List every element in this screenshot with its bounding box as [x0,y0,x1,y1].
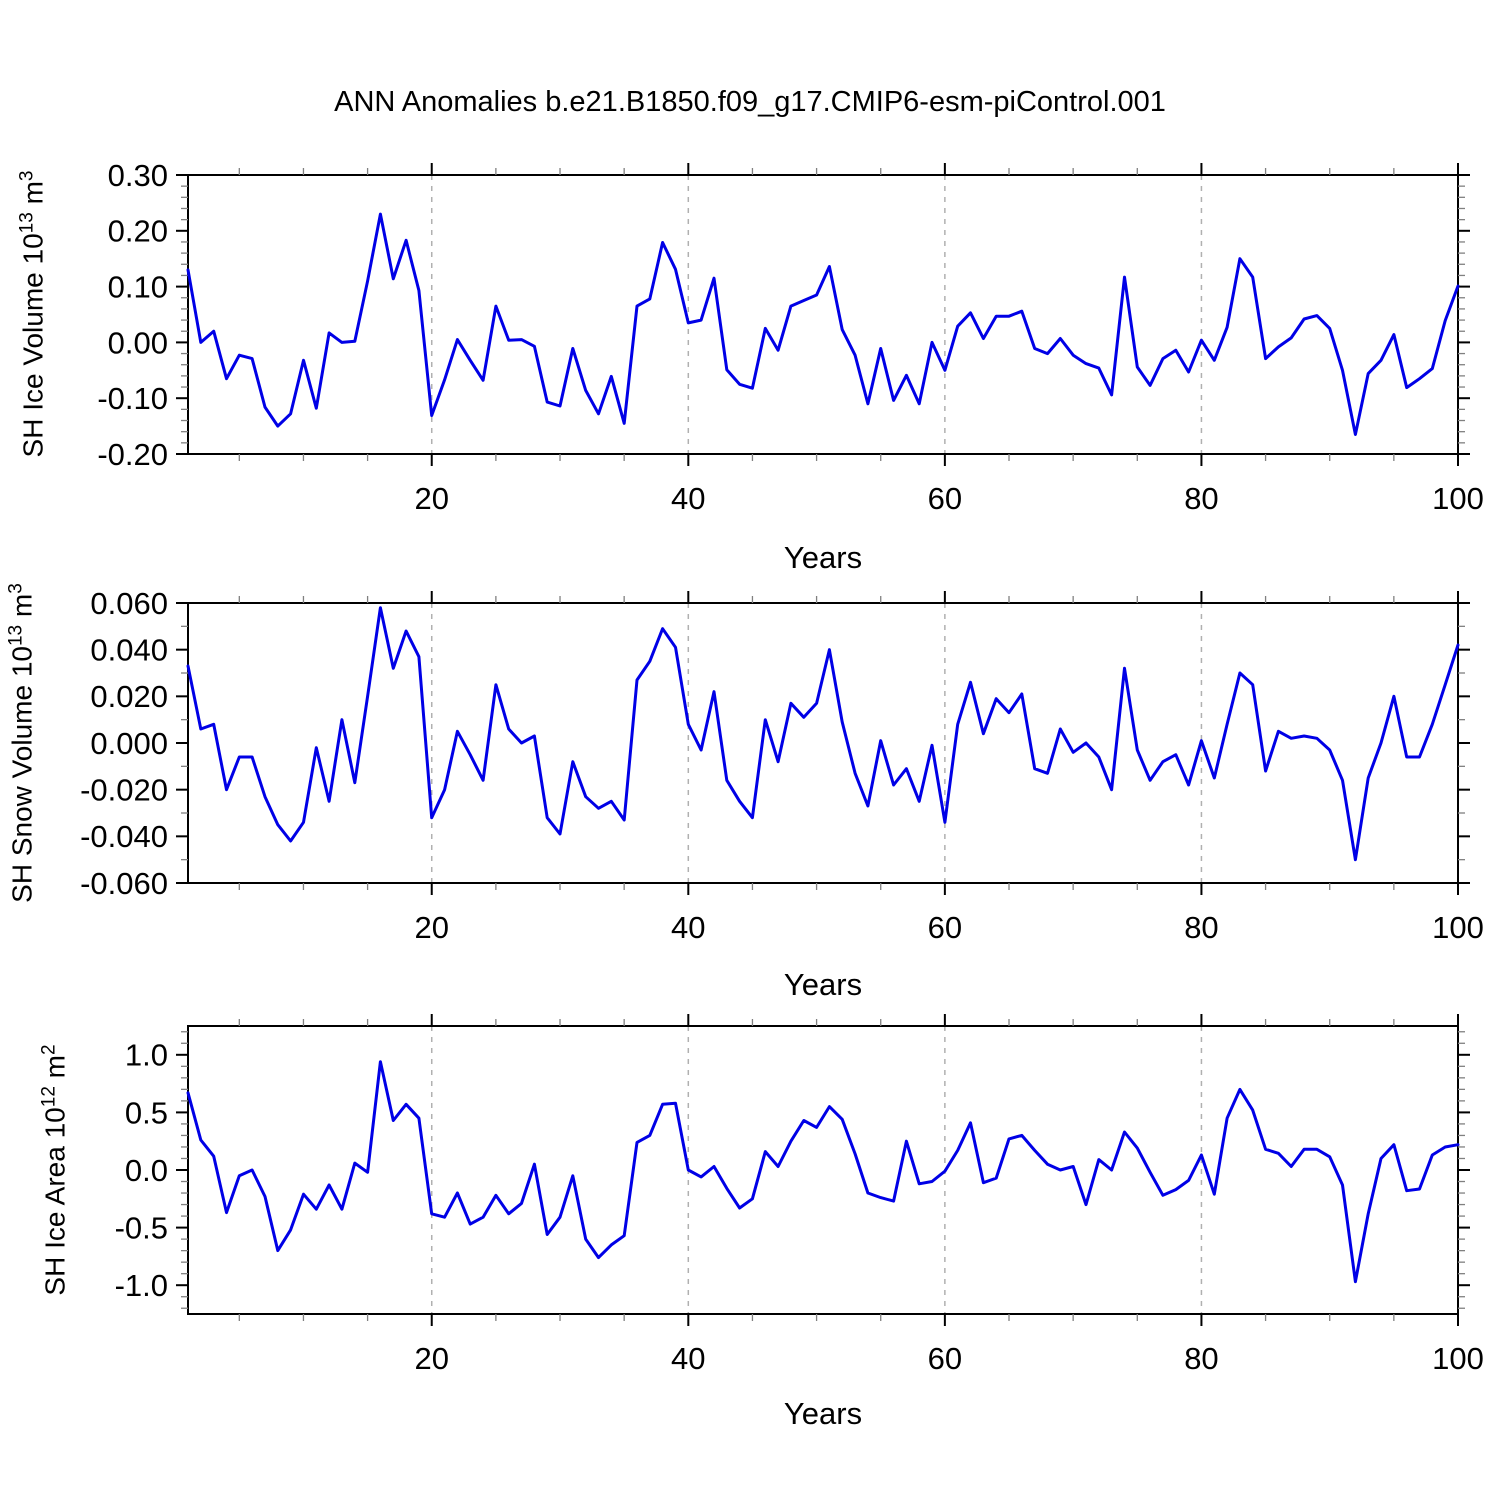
y-tick-label: -0.040 [80,819,168,854]
y-axis-label-superscript: 13 [16,212,38,234]
y-tick-label: -0.060 [80,866,168,901]
y-axis-label-sh-ice-area: SH Ice Area 1012 m2 [38,1044,71,1295]
chart-panel-2: 20 40 60 80 100 0.060 0.040 0.020 0.000 -0.020 -0.… [80,586,1484,945]
x-tick-label: 20 [414,1341,448,1376]
y-tick-label: 0.5 [125,1095,168,1130]
x-axis-label-years-panel2: Years [783,967,863,1002]
y-tick-label: 0.040 [90,633,168,668]
axes-frame [187,174,1459,455]
y-tick-label: -0.10 [97,381,168,416]
x-tick-label: 40 [671,910,705,945]
y-axis-label-text: m [39,1054,71,1087]
x-tick-label: 80 [1184,1341,1218,1376]
x-tick-label: 100 [1432,1341,1484,1376]
y-axis-label-text: m [6,593,38,625]
y-tick-label: 0.20 [108,214,168,249]
axes-frame [187,602,1459,884]
x-tick-label: 40 [671,1341,705,1376]
y-axis-label-text: m [17,181,49,213]
x-tick-label: 100 [1432,481,1484,516]
y-tick-label: 0.020 [90,679,168,714]
chart-panel-3: 20 40 60 80 100 1.0 0.5 0.0 -0.5 -1.0 [115,1014,1484,1376]
x-tick-label: 60 [928,481,962,516]
figure-title: ANN Anomalies b.e21.B1850.f09_g17.CMIP6-… [334,86,1166,118]
y-tick-label: 0.000 [90,726,168,761]
y-tick-label: -0.020 [80,773,168,808]
x-tick-label: 100 [1432,910,1484,945]
y-axis-label-sh-ice-volume: SH Ice Volume 1013 m3 [16,171,49,458]
y-tick-label: -0.5 [115,1210,168,1245]
chart-panel-1: 20 40 60 80 100 0.30 0.20 0.10 0.00 -0.10 -0.20 [97,158,1484,516]
y-tick-label: 0.10 [108,269,168,304]
y-tick-label: -1.0 [115,1268,168,1303]
y-tick-label: 0.060 [90,586,168,621]
y-axis-label-text: SH Ice Area 10 [39,1107,71,1296]
x-axis-label-years-panel1: Years [783,540,863,575]
x-tick-label: 80 [1184,481,1218,516]
x-tick-label: 20 [414,481,448,516]
y-tick-label: 0.00 [108,325,168,360]
y-axis-label-superscript: 12 [38,1086,60,1108]
y-axis-label-superscript: 2 [38,1044,60,1055]
data-line-series-1 [186,212,1460,436]
data-line-series-2 [186,606,1460,862]
y-axis-label-text: SH Ice Volume 10 [17,233,49,458]
data-line-series-3 [186,1060,1460,1284]
x-tick-label: 40 [671,481,705,516]
y-axis-label-superscript: 13 [5,624,27,647]
y-tick-label: -0.20 [97,437,168,472]
x-tick-label: 80 [1184,910,1218,945]
y-axis-label-superscript: 3 [5,583,27,594]
y-tick-label: 0.0 [125,1153,168,1188]
y-axis-label-sh-snow-volume: SH Snow Volume 1013 m3 [5,583,38,903]
x-axis-label-years-panel3: Years [783,1396,863,1431]
x-tick-label: 60 [928,1341,962,1376]
y-tick-label: 0.30 [108,158,168,193]
y-axis-label-superscript: 3 [16,170,38,182]
x-tick-label: 60 [928,910,962,945]
y-axis-label-text: SH Snow Volume 10 [6,646,38,903]
x-tick-label: 20 [414,910,448,945]
y-tick-label: 1.0 [125,1038,168,1073]
